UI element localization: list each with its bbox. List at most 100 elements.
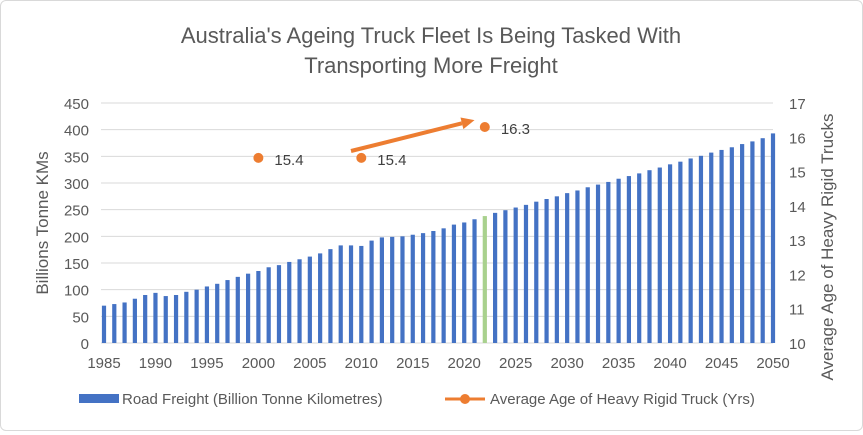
- bar-road-freight-2022: [482, 216, 487, 343]
- bar-road-freight-2035: [616, 178, 621, 343]
- x-tick-label: 2000: [242, 355, 275, 372]
- bar-road-freight-2023: [493, 212, 498, 343]
- point-average-age-2022: [479, 122, 490, 132]
- trend-arrow-head: [460, 117, 475, 130]
- y2-tick-label: 15: [789, 165, 806, 182]
- bar-road-freight-2020: [462, 222, 467, 343]
- bar-road-freight-2046: [729, 147, 734, 343]
- bar-road-freight-2038: [647, 170, 652, 343]
- bar-road-freight-1998: [235, 276, 240, 343]
- x-tick-label: 2015: [396, 355, 429, 372]
- bar-road-freight-1989: [143, 295, 148, 343]
- bar-road-freight-2018: [441, 228, 446, 343]
- bar-road-freight-2015: [410, 234, 415, 343]
- bar-road-freight-2037: [637, 173, 642, 343]
- bar-road-freight-1991: [163, 296, 168, 343]
- x-tick-label: 2040: [653, 355, 686, 372]
- bar-road-freight-2028: [544, 199, 549, 343]
- x-axis-ticks: 1985 1990 1995 2000 2005 2010 2015 2020 2025 2030…: [87, 355, 789, 372]
- y-tick-label: 150: [64, 256, 89, 273]
- bar-road-freight-1995: [204, 286, 210, 343]
- bar-road-freight-2006: [318, 253, 323, 343]
- data-label-average-age-2010: 15.4: [377, 152, 406, 169]
- bar-road-freight-2048: [750, 141, 755, 343]
- legend-label-road-freight: Road Freight (Billion Tonne Kilometres): [122, 391, 383, 408]
- bar-road-freight-2003: [287, 261, 292, 343]
- bar-road-freight-2031: [575, 190, 580, 343]
- bar-road-freight-2047: [740, 144, 745, 343]
- y2-tick-label: 16: [789, 130, 806, 147]
- bar-road-freight-2045: [719, 149, 724, 343]
- bar-road-freight-2043: [698, 155, 704, 343]
- bar-road-freight-2032: [585, 187, 590, 343]
- bar-road-freight-2050: [770, 133, 776, 343]
- x-tick-label: 1985: [87, 355, 120, 372]
- bar-road-freight-1990: [153, 292, 158, 343]
- legend-swatch-road-freight: [79, 394, 119, 403]
- bar-road-freight-1986: [112, 304, 117, 343]
- trend-arrow: [350, 117, 475, 153]
- legend: Road Freight (Billion Tonne Kilometres) …: [79, 391, 755, 408]
- y-tick-label: 0: [81, 336, 89, 353]
- y-tick-label: 350: [64, 149, 89, 166]
- data-label-average-age-2000: 15.4: [274, 152, 303, 169]
- bar-road-freight-2027: [534, 201, 539, 343]
- legend-label-average-age: Average Age of Heavy Rigid Truck (Yrs): [490, 391, 755, 408]
- bar-road-freight-1988: [132, 298, 137, 343]
- x-tick-label: 2025: [499, 355, 532, 372]
- bar-road-freight-2009: [348, 245, 354, 343]
- y2-tick-label: 12: [789, 267, 806, 284]
- x-tick-label: 2030: [550, 355, 583, 372]
- bar-road-freight-2017: [431, 231, 436, 343]
- bar-road-freight-1996: [215, 283, 220, 343]
- x-tick-label: 2010: [345, 355, 378, 372]
- bar-road-freight-2007: [328, 249, 333, 343]
- y-axis-label: Billions Tonne KMs: [33, 151, 52, 294]
- bar-road-freight-1999: [245, 273, 251, 343]
- x-tick-label: 2045: [705, 355, 738, 372]
- y2-tick-label: 11: [789, 302, 805, 319]
- y-tick-label: 300: [64, 176, 89, 193]
- y-axis-ticks: 0 50 100 150 200 250 300 350 400 450: [64, 96, 89, 353]
- data-label-average-age-2022: 16.3: [501, 121, 530, 138]
- bar-road-freight-2008: [338, 245, 343, 343]
- bar-road-freight-2033: [595, 184, 601, 343]
- average-age-points: 15.4 15.4 16.3: [253, 121, 530, 169]
- bar-road-freight-2012: [379, 237, 384, 343]
- y-tick-label: 250: [64, 203, 89, 220]
- bar-road-freight-1997: [225, 280, 230, 343]
- bar-road-freight-1994: [194, 289, 199, 343]
- y2-tick-label: 13: [789, 233, 806, 250]
- bar-road-freight-2049: [760, 138, 765, 343]
- x-tick-label: 2005: [293, 355, 326, 372]
- bar-road-freight-1987: [122, 302, 127, 343]
- point-average-age-2000: [253, 152, 264, 163]
- bar-road-freight-2000: [256, 271, 261, 343]
- x-tick-label: 2035: [602, 355, 635, 372]
- bar-road-freight-2040: [667, 164, 673, 343]
- bar-road-freight-2026: [523, 204, 529, 343]
- legend-marker-average-age: [460, 394, 470, 404]
- trend-arrow-shaft: [350, 121, 463, 153]
- bar-road-freight-2036: [626, 176, 632, 343]
- bar-road-freight-2041: [678, 161, 683, 343]
- bar-road-freight-2002: [276, 265, 282, 343]
- x-tick-label: 1995: [190, 355, 223, 372]
- bar-road-freight-2010: [359, 245, 364, 343]
- y-tick-label: 400: [64, 123, 89, 140]
- bar-road-freight-2011: [369, 240, 374, 343]
- y2-tick-label: 10: [789, 336, 806, 353]
- bar-road-freight-2014: [400, 236, 405, 343]
- bar-road-freight-2013: [390, 236, 395, 343]
- chart-title-line-2: Transporting More Freight: [304, 53, 558, 78]
- y-tick-label: 100: [64, 283, 89, 300]
- y2-tick-label: 17: [789, 96, 806, 113]
- gridlines: [101, 102, 773, 344]
- road-freight-bars: [101, 133, 776, 343]
- bar-road-freight-2021: [472, 219, 477, 343]
- bar-road-freight-2025: [513, 207, 518, 343]
- bar-road-freight-1985: [101, 305, 107, 343]
- y-tick-label: 50: [72, 309, 89, 326]
